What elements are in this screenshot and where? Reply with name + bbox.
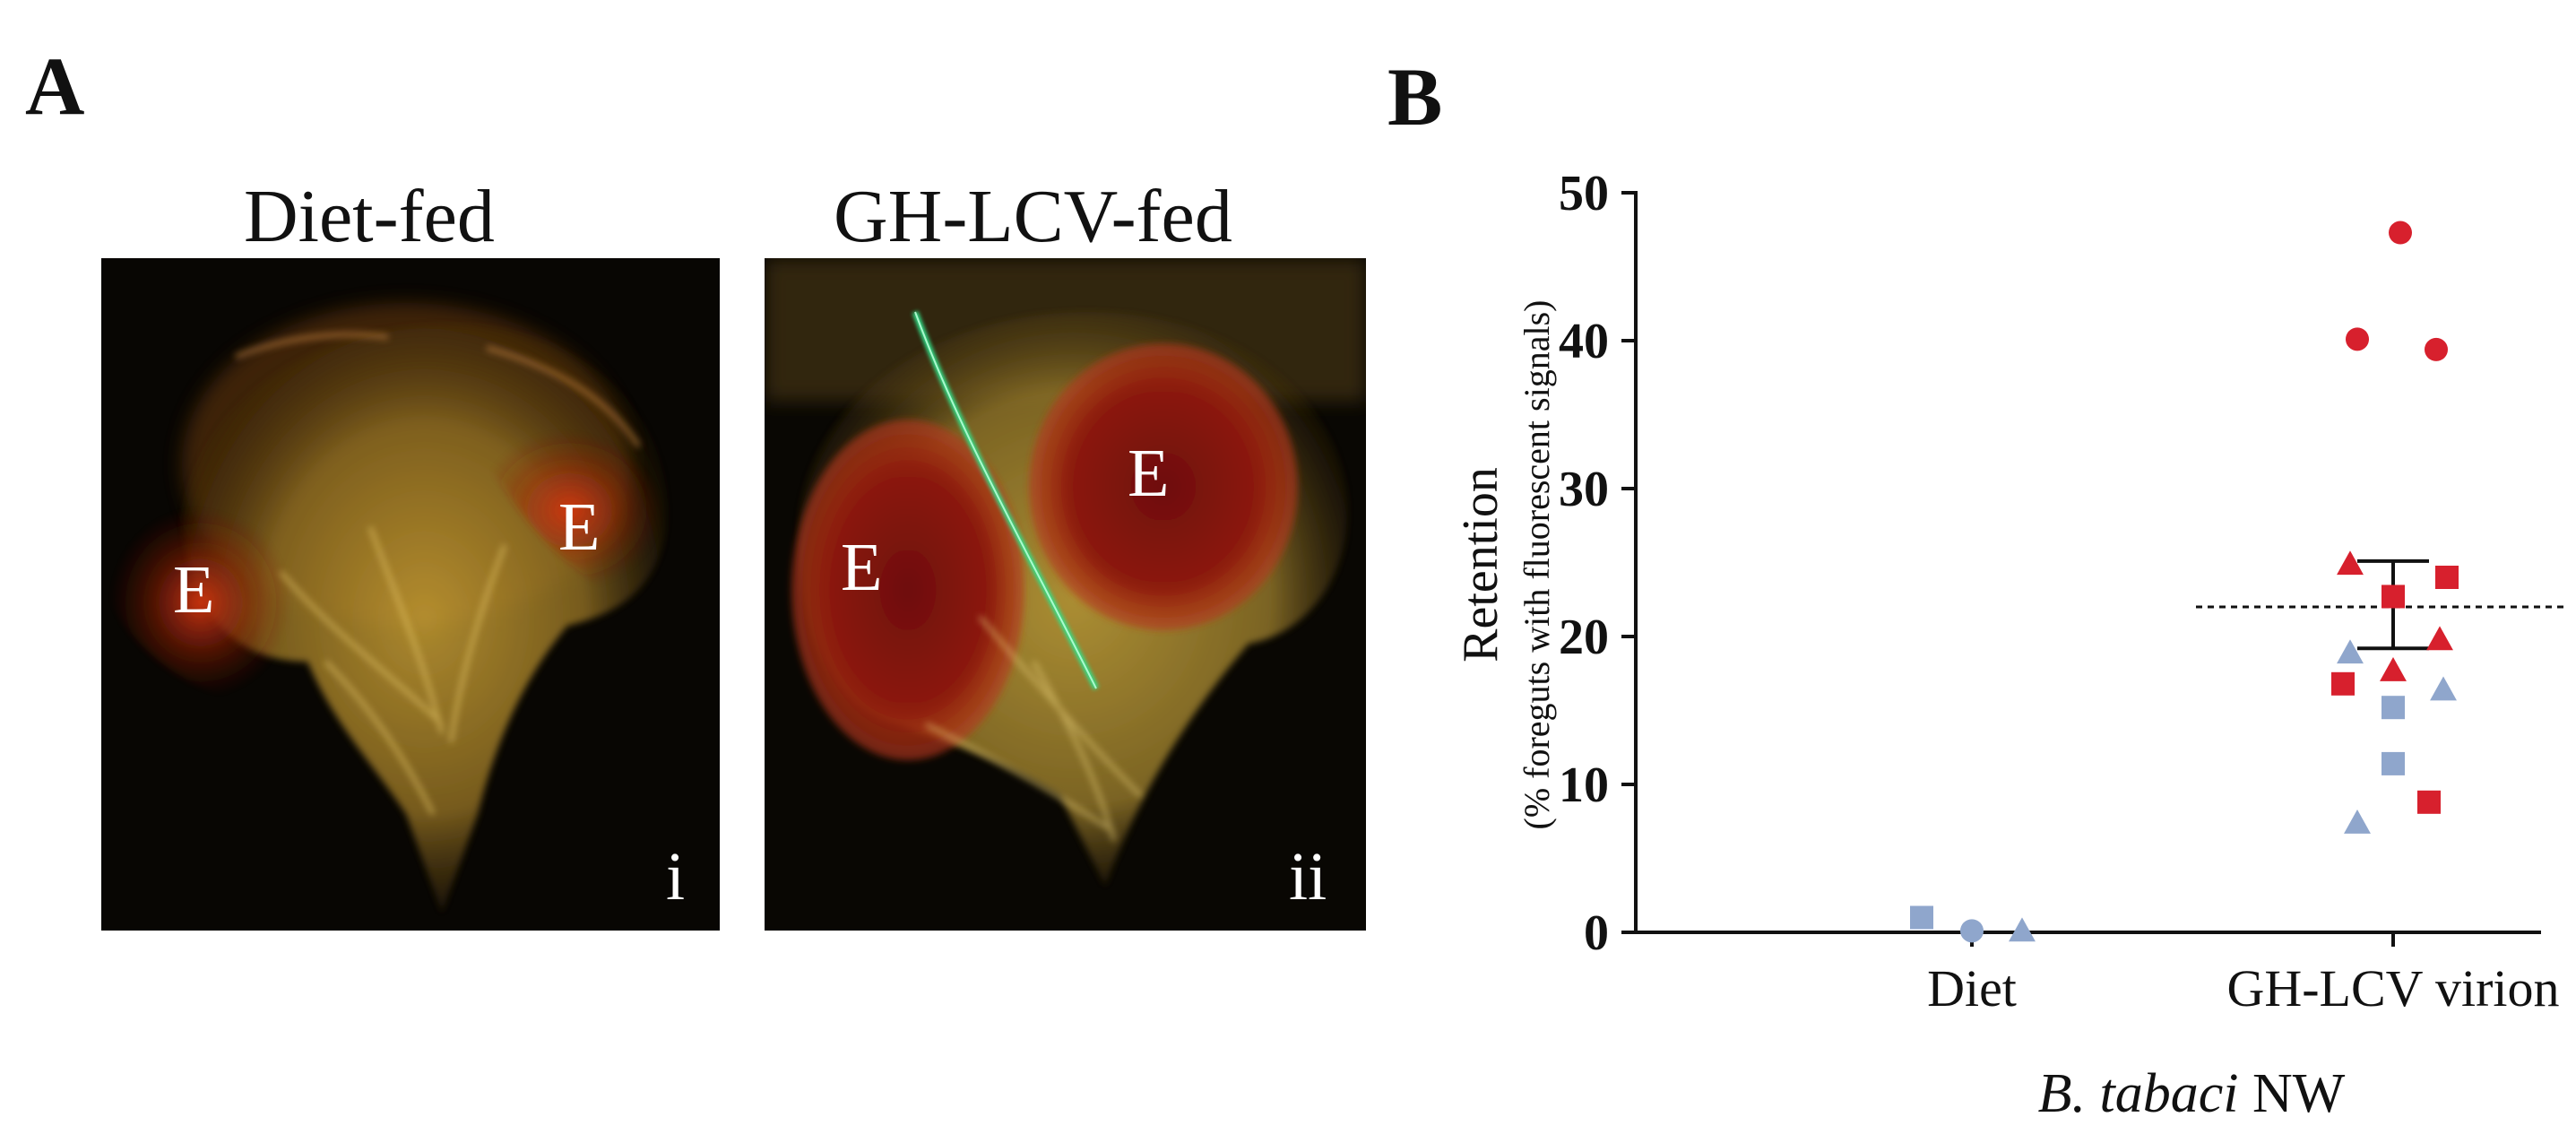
data-point-triangle	[2337, 639, 2364, 664]
data-point-circle	[2346, 327, 2369, 351]
data-point-triangle	[2380, 657, 2407, 681]
retention-scatter-chart: Retention (% foreguts with fluorescent s…	[1453, 166, 2563, 1124]
x-category-label: GH-LCV virion	[2226, 959, 2559, 1017]
data-point-circle	[1960, 919, 1984, 943]
panel-label-b: B	[1387, 51, 1443, 143]
y-axis-title: Retention	[1453, 467, 1508, 662]
data-point-circle	[2389, 221, 2412, 245]
data-point-triangle	[2344, 809, 2371, 834]
data-point-triangle	[2009, 917, 2036, 942]
data-point-square	[2382, 751, 2405, 775]
x-category-label: Diet	[1927, 959, 2017, 1017]
data-point-square	[1910, 905, 1933, 930]
y-tick-label: 20	[1559, 610, 1609, 665]
data-point-triangle	[2337, 550, 2364, 576]
y-tick-label: 50	[1559, 166, 1609, 221]
data-point-square	[2417, 790, 2441, 814]
data-point-triangle	[2430, 676, 2457, 701]
micrograph-index-i: i	[666, 839, 685, 914]
micrograph-title-virus: GH-LCV-fed	[834, 175, 1232, 258]
data-point-circle	[2425, 337, 2448, 361]
y-tick-label: 40	[1559, 314, 1609, 369]
data-point-square	[2382, 696, 2405, 720]
micrograph-diet-fed: E E i	[101, 258, 720, 931]
micrograph-index-ii: ii	[1289, 839, 1327, 914]
micrograph-virus-fed: E E ii	[765, 258, 1366, 931]
data-point-square	[2382, 584, 2405, 609]
esophagus-tag-right-virus: E	[1128, 436, 1169, 511]
panel-label-a: A	[25, 40, 85, 132]
y-tick-label: 30	[1559, 462, 1609, 517]
data-point-triangle	[2426, 626, 2453, 651]
esophagus-tag-left: E	[173, 552, 214, 628]
data-point-square	[2331, 671, 2355, 696]
esophagus-tag-right: E	[558, 489, 600, 565]
y-axis-subtitle: (% foreguts with fluorescent signals)	[1517, 300, 1557, 830]
data-point-square	[2435, 566, 2459, 589]
y-tick-label: 10	[1559, 758, 1609, 813]
esophagus-tag-left-virus: E	[841, 530, 882, 605]
x-axis-title: B. tabaci NW	[2038, 1063, 2346, 1124]
y-tick-label: 0	[1584, 905, 1609, 961]
micrograph-title-diet: Diet-fed	[244, 175, 495, 258]
